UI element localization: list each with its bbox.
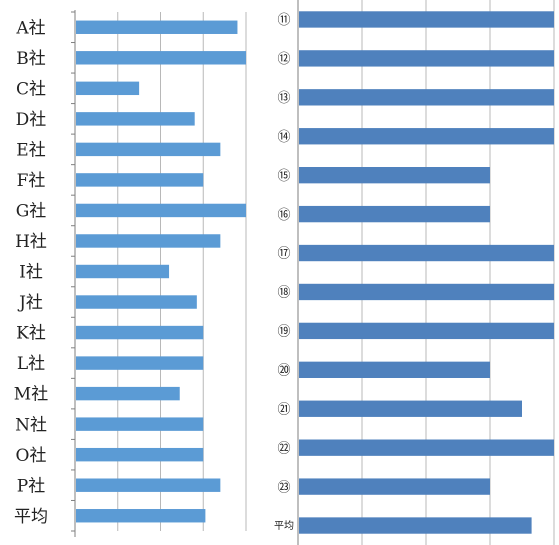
category-label: M社 [14,385,48,405]
category-label: ⑱ [277,286,290,301]
bar-15 [76,447,204,462]
category-label: K社 [16,324,46,344]
category-label: E社 [16,141,45,161]
category-label: ⑯ [277,208,290,223]
bar-14 [299,517,532,534]
category-label: L社 [17,354,45,374]
bar-2 [76,51,246,65]
category-label: F社 [17,171,46,191]
bar-4 [76,112,195,126]
bar-6 [76,173,204,187]
category-label: P社 [17,476,45,496]
bar-10 [76,295,197,309]
bar-5 [299,167,490,184]
category-label: ⑬ [277,91,290,106]
category-label: N社 [15,415,47,435]
category-label: G社 [16,202,47,222]
category-label: ㉑ [277,402,290,417]
category-label: 平均 [274,520,294,532]
bar-5 [76,142,221,157]
category-label: ⑭ [277,130,290,145]
category-label: ⑫ [277,52,290,67]
category-label: ⑰ [277,247,290,262]
category-label: 平均 [14,507,48,527]
bar-1 [299,11,554,28]
category-label: H社 [15,232,47,252]
bar-13 [299,478,490,495]
bar-17 [76,509,206,523]
bar-16 [76,478,221,492]
category-label: ⑳ [277,364,290,379]
bar-7 [76,203,246,218]
bar-8 [76,234,221,248]
bar-12 [76,356,204,370]
category-label: ㉒ [277,441,290,456]
bar-7 [299,244,554,262]
bar-6 [299,205,490,223]
category-label: ⑪ [277,13,290,28]
bar-10 [299,361,490,378]
bar-1 [76,20,238,34]
category-label: O社 [16,446,47,466]
bar-14 [76,417,204,431]
bar-3 [76,81,140,96]
category-label: B社 [16,49,46,69]
bar-2 [299,50,554,67]
category-label: D社 [16,110,47,130]
bar-13 [76,386,180,401]
bar-3 [299,89,554,106]
bar-9 [299,322,554,340]
category-label: ㉓ [277,480,290,495]
bar-4 [299,128,554,145]
bar-8 [299,283,554,301]
category-label: I社 [19,263,43,283]
category-label: C社 [16,79,46,99]
category-label: J社 [17,293,43,313]
category-label: ⑮ [277,169,290,184]
bar-12 [299,439,554,456]
bar-9 [76,264,170,279]
category-label: A社 [15,18,45,38]
bar-11 [299,400,522,417]
category-label: ⑲ [277,325,290,340]
bar-11 [76,325,204,340]
